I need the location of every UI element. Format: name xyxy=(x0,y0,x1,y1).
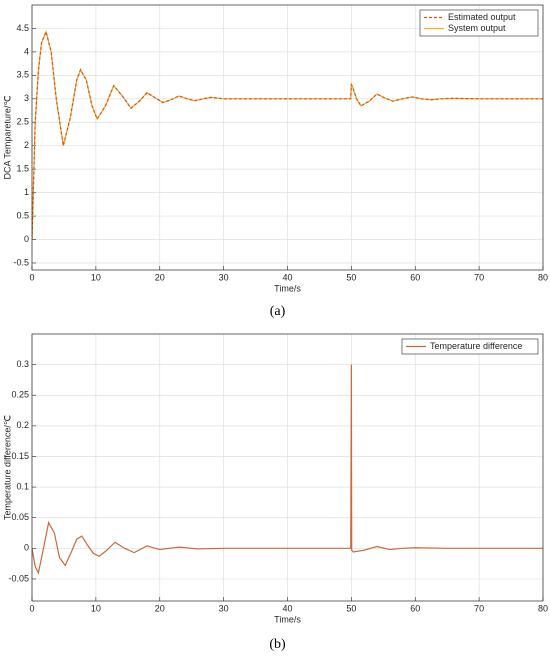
x-tick-label: 10 xyxy=(91,272,101,282)
y-tick-label: 1.5 xyxy=(16,164,29,174)
legend-label: Temperature difference xyxy=(430,341,522,351)
y-axis-label: DCA Tempareture/℃ xyxy=(2,96,12,180)
y-tick-label: 2.5 xyxy=(16,117,29,127)
legend-box xyxy=(401,338,539,355)
y-tick-label: 0.2 xyxy=(16,420,29,430)
series-line xyxy=(32,364,543,575)
y-tick-label: 4 xyxy=(24,46,29,56)
x-tick-label: 10 xyxy=(91,603,101,613)
x-tick-label: 40 xyxy=(282,603,292,613)
y-tick-label: 3.5 xyxy=(16,70,29,80)
legend-label: System output xyxy=(448,23,506,33)
x-tick-label: 60 xyxy=(410,603,420,613)
x-tick-label: 30 xyxy=(219,603,229,613)
x-tick-label: 0 xyxy=(29,272,34,282)
y-tick-label: 0.15 xyxy=(11,451,29,461)
y-tick-label: 0 xyxy=(24,234,29,244)
x-tick-label: 40 xyxy=(282,272,292,282)
x-axis-label: Time/s xyxy=(274,614,301,624)
x-tick-label: 80 xyxy=(538,603,548,613)
y-tick-label: 0 xyxy=(24,543,29,553)
y-tick-label: 0.25 xyxy=(11,390,29,400)
y-tick-label: 0.3 xyxy=(16,359,29,369)
y-tick-label: 0.05 xyxy=(11,512,29,522)
x-tick-label: 50 xyxy=(346,603,356,613)
x-axis-label: Time/s xyxy=(274,283,301,293)
y-tick-label: 3 xyxy=(24,93,29,103)
legend-label: Estimated output xyxy=(448,12,516,22)
x-tick-label: 0 xyxy=(29,603,34,613)
axes-box xyxy=(31,4,544,271)
axes-box xyxy=(31,333,544,602)
y-tick-label: -0.05 xyxy=(8,573,29,583)
y-tick-label: -0.5 xyxy=(13,257,29,267)
x-tick-label: 20 xyxy=(155,272,165,282)
legend-box xyxy=(419,9,539,37)
x-tick-label: 60 xyxy=(410,272,420,282)
caption: (a) xyxy=(270,304,286,319)
y-tick-label: 1 xyxy=(24,187,29,197)
x-tick-label: 20 xyxy=(155,603,165,613)
y-axis-label: Temperature difference/℃ xyxy=(2,415,12,520)
y-tick-label: 0.5 xyxy=(16,210,29,220)
x-tick-label: 80 xyxy=(538,272,548,282)
x-tick-label: 50 xyxy=(346,272,356,282)
series-line xyxy=(32,29,543,240)
y-tick-label: 2 xyxy=(24,140,29,150)
x-tick-label: 70 xyxy=(474,272,484,282)
y-tick-label: 0.1 xyxy=(16,481,29,491)
y-tick-label: 4.5 xyxy=(16,23,29,33)
x-tick-label: 30 xyxy=(219,272,229,282)
caption: (b) xyxy=(269,637,286,652)
x-tick-label: 70 xyxy=(474,603,484,613)
